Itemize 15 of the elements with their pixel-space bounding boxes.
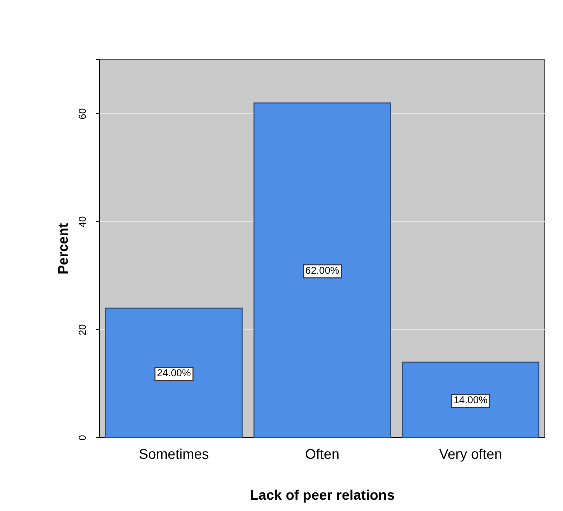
bar [105,308,243,438]
x-tick-label: Often [305,446,340,462]
x-tick-label: Very often [439,446,502,462]
x-axis-title: Lack of peer relations [250,487,396,503]
data-label: 62.00% [306,266,340,278]
y-tick-label: 40 [78,216,89,228]
bar [402,362,540,438]
bar [254,102,392,438]
y-tick-label: 60 [78,108,89,120]
data-label: 14.00% [454,396,488,407]
y-axis-title: Percent [55,222,71,275]
x-tick-label: Sometimes [139,446,210,462]
y-tick-label: 20 [78,324,89,336]
data-label: 24.00% [157,368,192,380]
y-tick-label: 0 [78,434,89,441]
